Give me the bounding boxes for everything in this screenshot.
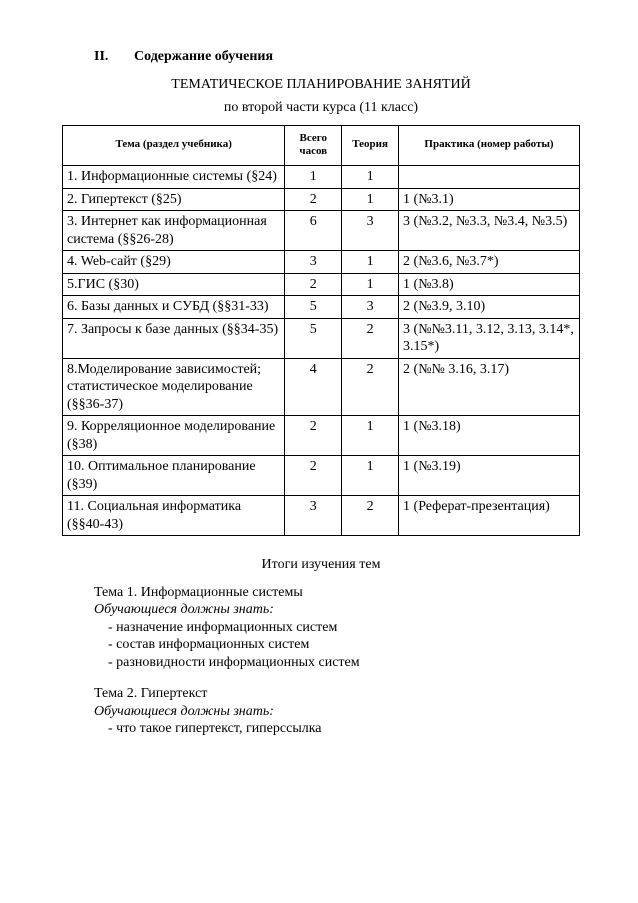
- section-heading: II. Содержание обучения: [94, 48, 580, 66]
- cell-c2: 6: [285, 211, 342, 251]
- cell-c2: 2: [285, 456, 342, 496]
- list-item: что такое гипертекст, гиперссылка: [108, 720, 580, 738]
- cell-c2: 3: [285, 496, 342, 536]
- cell-c3: 3: [342, 296, 399, 319]
- cell-c3: 1: [342, 273, 399, 296]
- cell-c2: 3: [285, 251, 342, 274]
- cell-c4: 2 (№3.9, 3.10): [399, 296, 580, 319]
- table-row: 7. Запросы к базе данных (§§34-35)523 (№…: [63, 318, 580, 358]
- topic-list: назначение информационных системсостав и…: [108, 619, 580, 672]
- cell-c1: 7. Запросы к базе данных (§§34-35): [63, 318, 285, 358]
- cell-c1: 3. Интернет как информационная система (…: [63, 211, 285, 251]
- cell-c1: 9. Корреляционное моделирование (§38): [63, 416, 285, 456]
- cell-c3: 1: [342, 188, 399, 211]
- section-title: Содержание обучения: [134, 48, 273, 66]
- table-row: 10. Оптимальное планирование (§39)211 (№…: [63, 456, 580, 496]
- cell-c4: 1 (№3.1): [399, 188, 580, 211]
- cell-c2: 1: [285, 166, 342, 189]
- cell-c1: 4. Web-сайт (§29): [63, 251, 285, 274]
- topic-block: Тема 1. Информационные системыОбучающиес…: [94, 584, 580, 672]
- table-row: 3. Интернет как информационная система (…: [63, 211, 580, 251]
- cell-c1: 10. Оптимальное планирование (§39): [63, 456, 285, 496]
- cell-c3: 3: [342, 211, 399, 251]
- th-theory: Теория: [342, 125, 399, 166]
- section-number: II.: [94, 48, 134, 66]
- cell-c3: 1: [342, 456, 399, 496]
- cell-c4: 2 (№№ 3.16, 3.17): [399, 358, 580, 416]
- topic-list: что такое гипертекст, гиперссылка: [108, 720, 580, 738]
- table-row: 8.Моделирование зависимостей; статистиче…: [63, 358, 580, 416]
- cell-c4: 3 (№3.2, №3.3, №3.4, №3.5): [399, 211, 580, 251]
- cell-c3: 1: [342, 251, 399, 274]
- table-row: 6. Базы данных и СУБД (§§31-33)532 (№3.9…: [63, 296, 580, 319]
- cell-c4: 1 (№3.8): [399, 273, 580, 296]
- table-row: 9. Корреляционное моделирование (§38)211…: [63, 416, 580, 456]
- table-row: 1. Информационные системы (§24)11: [63, 166, 580, 189]
- cell-c3: 1: [342, 166, 399, 189]
- cell-c1: 11. Социальная информатика (§§40-43): [63, 496, 285, 536]
- cell-c2: 5: [285, 318, 342, 358]
- table-header-row: Тема (раздел учебника) Всего часов Теори…: [63, 125, 580, 166]
- cell-c4: 2 (№3.6, №3.7*): [399, 251, 580, 274]
- topic-title: Тема 1. Информационные системы: [94, 584, 580, 602]
- cell-c2: 2: [285, 416, 342, 456]
- topic-block: Тема 2. ГипертекстОбучающиеся должны зна…: [94, 685, 580, 738]
- list-item: разновидности информационных систем: [108, 654, 580, 672]
- table-row: 2. Гипертекст (§25)211 (№3.1): [63, 188, 580, 211]
- topic-know: Обучающиеся должны знать:: [94, 703, 580, 721]
- cell-c2: 2: [285, 273, 342, 296]
- cell-c3: 2: [342, 496, 399, 536]
- cell-c1: 2. Гипертекст (§25): [63, 188, 285, 211]
- cell-c2: 4: [285, 358, 342, 416]
- plan-subtitle: по второй части курса (11 класс): [62, 99, 580, 117]
- cell-c3: 1: [342, 416, 399, 456]
- cell-c1: 5.ГИС (§30): [63, 273, 285, 296]
- list-item: назначение информационных систем: [108, 619, 580, 637]
- plan-table: Тема (раздел учебника) Всего часов Теори…: [62, 125, 580, 537]
- cell-c4: [399, 166, 580, 189]
- list-item: состав информационных систем: [108, 636, 580, 654]
- table-row: 5.ГИС (§30)211 (№3.8): [63, 273, 580, 296]
- cell-c4: 1 (№3.18): [399, 416, 580, 456]
- table-row: 4. Web-сайт (§29)312 (№3.6, №3.7*): [63, 251, 580, 274]
- cell-c2: 2: [285, 188, 342, 211]
- cell-c1: 1. Информационные системы (§24): [63, 166, 285, 189]
- cell-c3: 2: [342, 318, 399, 358]
- topic-know: Обучающиеся должны знать:: [94, 601, 580, 619]
- th-practice: Практика (номер работы): [399, 125, 580, 166]
- topic-title: Тема 2. Гипертекст: [94, 685, 580, 703]
- results-title: Итоги изучения тем: [62, 556, 580, 574]
- plan-title: ТЕМАТИЧЕСКОЕ ПЛАНИРОВАНИЕ ЗАНЯТИЙ: [62, 76, 580, 94]
- th-total: Всего часов: [285, 125, 342, 166]
- cell-c3: 2: [342, 358, 399, 416]
- cell-c4: 1 (Реферат-презентация): [399, 496, 580, 536]
- table-row: 11. Социальная информатика (§§40-43)321 …: [63, 496, 580, 536]
- cell-c1: 8.Моделирование зависимостей; статистиче…: [63, 358, 285, 416]
- th-topic: Тема (раздел учебника): [63, 125, 285, 166]
- cell-c1: 6. Базы данных и СУБД (§§31-33): [63, 296, 285, 319]
- cell-c4: 1 (№3.19): [399, 456, 580, 496]
- cell-c4: 3 (№№3.11, 3.12, 3.13, 3.14*, 3.15*): [399, 318, 580, 358]
- cell-c2: 5: [285, 296, 342, 319]
